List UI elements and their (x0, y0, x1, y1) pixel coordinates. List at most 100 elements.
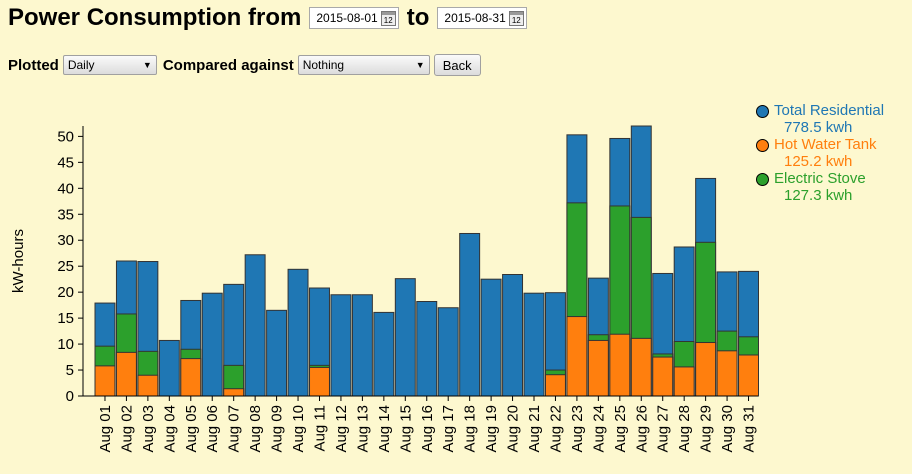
x-tick-label: Aug 20 (505, 405, 522, 453)
bar-total-residential[interactable] (266, 309, 288, 397)
legend-total: 127.3 kwh (784, 187, 853, 204)
y-tick-label: 45 (57, 154, 74, 171)
bar-total-residential[interactable] (158, 339, 180, 397)
bar-total-residential[interactable] (459, 232, 481, 397)
x-tick-label: Aug 24 (590, 405, 607, 453)
x-tick-label: Aug 13 (354, 405, 371, 453)
x-tick-label: Aug 19 (483, 405, 500, 453)
y-tick-label: 25 (57, 258, 74, 275)
bar-total-residential[interactable] (330, 294, 352, 397)
to-label: to (406, 4, 430, 31)
y-tick-label: 0 (66, 388, 74, 405)
y-tick-label: 40 (57, 180, 74, 197)
x-tick-label: Aug 14 (376, 405, 393, 453)
bar-hot-water-tank[interactable] (223, 388, 245, 397)
x-tick-label: Aug 05 (183, 405, 200, 453)
bar-total-residential[interactable] (394, 278, 416, 397)
y-axis: 0 5 10 15 20 25 30 35 40 45 50 (57, 126, 84, 405)
legend-total: 125.2 kwh (784, 153, 853, 170)
y-axis-label: kW-hours (10, 229, 27, 293)
x-tick-label: Aug 26 (633, 405, 650, 453)
y-tick-label: 20 (57, 284, 74, 301)
chevron-down-icon: ▼ (415, 60, 425, 70)
back-button[interactable]: Back (433, 54, 481, 76)
bar-total-residential[interactable] (351, 294, 373, 397)
bar-hot-water-tank[interactable] (673, 366, 695, 397)
bar-hot-water-tank[interactable] (137, 374, 159, 397)
x-tick-label: Aug 12 (333, 405, 350, 453)
x-tick-label: Aug 31 (741, 405, 758, 453)
bar-hot-water-tank[interactable] (544, 374, 566, 397)
x-tick-label: Aug 03 (140, 405, 157, 453)
bar-total-residential[interactable] (523, 292, 545, 397)
bar-hot-water-tank[interactable] (309, 366, 330, 397)
legend-label: Total Residential (774, 102, 885, 119)
x-tick-label: Aug 16 (419, 405, 436, 453)
bar-total-residential[interactable] (373, 311, 395, 397)
x-tick-label: Aug 25 (612, 405, 629, 453)
x-tick-label: Aug 11 (311, 405, 328, 451)
controls-bar: Plotted Daily ▼ Compared against Nothing… (8, 54, 481, 76)
bar-hot-water-tank[interactable] (716, 350, 738, 397)
legend-item-hot-water-tank[interactable]: Hot Water Tank (756, 137, 884, 153)
bar-hot-water-tank[interactable] (587, 339, 609, 397)
bar-hot-water-tank[interactable] (566, 316, 588, 397)
bar-total-residential[interactable] (502, 274, 524, 397)
calendar-icon[interactable]: 12 (380, 10, 396, 26)
legend-item-electric-stove[interactable]: Electric Stove (756, 171, 884, 187)
legend: Total Residential 778.5 kwh Hot Water Ta… (756, 103, 884, 205)
bar-hot-water-tank[interactable] (115, 351, 137, 397)
y-tick-label: 10 (57, 336, 74, 353)
bar-hot-water-tank[interactable] (652, 356, 674, 397)
to-date-input[interactable]: 2015-08-31 12 (437, 7, 527, 29)
y-tick-label: 5 (66, 362, 74, 379)
x-axis: Aug 01 Aug 02 Aug 03 Aug 04 Aug 05 Aug 06 Aug … (83, 395, 758, 453)
x-tick-label: Aug 02 (118, 405, 135, 453)
plotted-label: Plotted (8, 56, 59, 74)
x-tick-label: Aug 08 (247, 405, 264, 453)
legend-dot (756, 139, 769, 152)
plotted-select-value: Daily (67, 58, 95, 72)
bar-total-residential[interactable] (437, 307, 459, 397)
compared-select-value: Nothing (302, 58, 345, 72)
bar-hot-water-tank[interactable] (609, 333, 631, 397)
x-tick-label: Aug 21 (526, 405, 543, 453)
legend-dot (756, 173, 769, 186)
compared-select[interactable]: Nothing ▼ (297, 55, 430, 75)
bar-hot-water-tank[interactable] (695, 342, 717, 397)
x-tick-label: Aug 29 (698, 405, 715, 453)
bar-hot-water-tank[interactable] (738, 354, 760, 397)
x-tick-label: Aug 18 (462, 405, 479, 453)
bar-hot-water-tank[interactable] (94, 365, 116, 397)
bar-total-residential[interactable] (287, 268, 309, 397)
y-tick-label: 50 (57, 128, 74, 145)
y-tick-label: 15 (57, 310, 74, 327)
calendar-icon[interactable]: 12 (508, 10, 524, 26)
bar-total-residential[interactable] (416, 301, 438, 397)
legend-item-total-residential[interactable]: Total Residential (756, 103, 884, 119)
plotted-select[interactable]: Daily ▼ (62, 55, 157, 75)
header: Power Consumption from 2015-08-01 12 to … (8, 4, 535, 32)
x-tick-label: Aug 15 (397, 405, 414, 453)
from-date-input[interactable]: 2015-08-01 12 (309, 7, 399, 29)
bar-hot-water-tank[interactable] (180, 358, 202, 397)
to-date-value: 2015-08-31 (444, 11, 506, 25)
bar-total-residential[interactable] (201, 292, 223, 397)
x-tick-label: Aug 27 (655, 405, 672, 453)
legend-dot (756, 105, 769, 118)
bar-hot-water-tank[interactable] (630, 337, 652, 397)
x-tick-label: Aug 06 (204, 405, 221, 453)
x-tick-label: Aug 07 (226, 405, 243, 453)
from-date-value: 2015-08-01 (316, 11, 378, 25)
bar-total-residential[interactable] (480, 278, 502, 397)
bar-total-residential[interactable] (244, 254, 266, 397)
x-tick-label: Aug 23 (569, 405, 586, 453)
x-tick-label: Aug 10 (290, 405, 307, 453)
x-tick-label: Aug 28 (676, 405, 693, 453)
page-title: Power Consumption from (8, 4, 302, 31)
x-tick-label: Aug 04 (161, 405, 178, 453)
legend-total: 778.5 kwh (784, 119, 853, 136)
x-tick-label: Aug 01 (97, 405, 114, 453)
legend-label: Hot Water Tank (774, 136, 877, 153)
